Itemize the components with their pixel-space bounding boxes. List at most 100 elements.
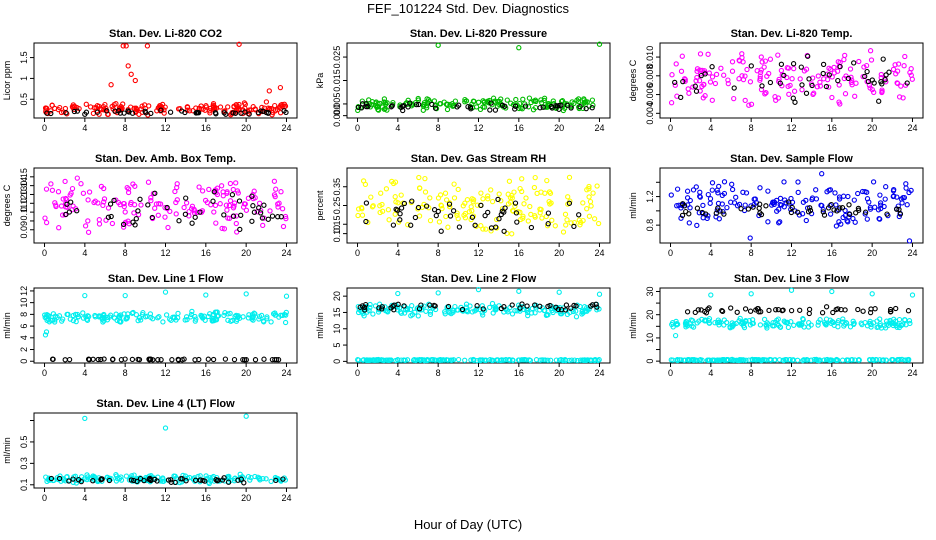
data-point <box>776 206 782 212</box>
data-point <box>781 72 787 79</box>
data-point <box>512 106 518 112</box>
data-point <box>583 105 589 112</box>
data-point <box>142 108 148 114</box>
data-point <box>794 357 801 363</box>
x-axis-title: Hour of Day (UTC) <box>413 517 523 532</box>
data-point <box>566 200 573 206</box>
data-point <box>571 302 577 309</box>
data-point <box>52 200 58 206</box>
data-point <box>672 82 678 88</box>
data-point <box>435 42 441 48</box>
data-point <box>547 357 554 363</box>
data-point <box>85 229 92 235</box>
data-point <box>274 106 281 113</box>
y-tick-label: 20 <box>645 310 655 320</box>
data-point <box>132 222 138 228</box>
panel-title: Stan. Dev. Li-820 Pressure <box>410 28 547 40</box>
data-point <box>485 196 491 202</box>
data-point <box>583 357 589 364</box>
data-point <box>823 322 829 328</box>
data-point <box>124 184 130 191</box>
data-point <box>883 72 889 78</box>
data-point <box>777 324 784 330</box>
data-point <box>809 82 815 89</box>
data-point <box>106 475 113 481</box>
data-point <box>795 321 802 327</box>
data-point <box>408 222 414 228</box>
data-point <box>390 222 397 228</box>
y-tick-label: 10 <box>332 324 342 334</box>
data-point <box>452 303 458 310</box>
data-point <box>782 319 788 325</box>
data-point <box>96 217 102 223</box>
data-points <box>668 287 916 364</box>
data-point <box>355 104 362 111</box>
data-point <box>256 313 263 320</box>
data-point <box>198 106 204 112</box>
data-point <box>74 311 81 318</box>
data-point <box>590 190 596 196</box>
data-point <box>267 208 273 214</box>
data-point <box>901 194 908 201</box>
data-point <box>68 190 74 196</box>
data-point <box>516 45 522 51</box>
data-point <box>401 200 408 207</box>
data-point <box>433 212 439 219</box>
data-point <box>227 180 234 187</box>
data-point <box>868 57 875 63</box>
data-point <box>893 71 899 77</box>
data-point <box>674 357 681 363</box>
data-point <box>444 106 451 113</box>
data-point <box>101 107 107 113</box>
y-tick-label: 0.1 <box>19 479 29 492</box>
data-point <box>814 357 820 363</box>
data-point <box>50 311 57 317</box>
data-point <box>364 357 370 363</box>
data-point <box>562 307 569 313</box>
data-point <box>896 213 902 220</box>
data-point <box>160 475 166 481</box>
data-point <box>820 209 826 215</box>
data-point <box>814 84 820 90</box>
data-point <box>674 321 680 327</box>
data-point <box>738 206 744 212</box>
data-point <box>753 357 759 363</box>
data-point <box>123 43 129 49</box>
data-point <box>70 203 76 209</box>
data-point <box>101 199 107 205</box>
y-tick-label: 5 <box>332 343 342 348</box>
data-point <box>729 59 736 65</box>
data-point <box>562 211 569 217</box>
y-axis-label: degrees C <box>2 184 12 226</box>
data-point <box>152 205 158 211</box>
data-point <box>283 309 289 316</box>
data-point <box>904 80 910 86</box>
data-point <box>843 320 849 326</box>
data-point <box>729 181 735 187</box>
data-point <box>791 65 797 72</box>
data-point <box>225 317 231 323</box>
data-point <box>761 64 767 70</box>
data-point <box>169 357 175 363</box>
data-point <box>756 356 762 363</box>
data-point <box>835 59 841 65</box>
data-point <box>405 222 411 228</box>
data-point <box>368 194 374 200</box>
data-point <box>469 309 475 315</box>
data-point <box>231 478 238 484</box>
data-point <box>702 93 708 99</box>
data-point <box>880 56 886 62</box>
data-point <box>498 96 504 102</box>
data-point <box>774 317 780 324</box>
data-point <box>394 207 401 213</box>
data-point <box>224 207 230 213</box>
data-point <box>692 309 698 316</box>
data-point <box>901 63 907 69</box>
data-point <box>231 356 238 363</box>
data-point <box>765 219 771 225</box>
data-point <box>203 103 209 109</box>
data-point <box>156 201 162 207</box>
y-tick-label: 0.11 <box>19 204 29 221</box>
data-point <box>713 210 719 216</box>
data-point <box>163 312 170 318</box>
